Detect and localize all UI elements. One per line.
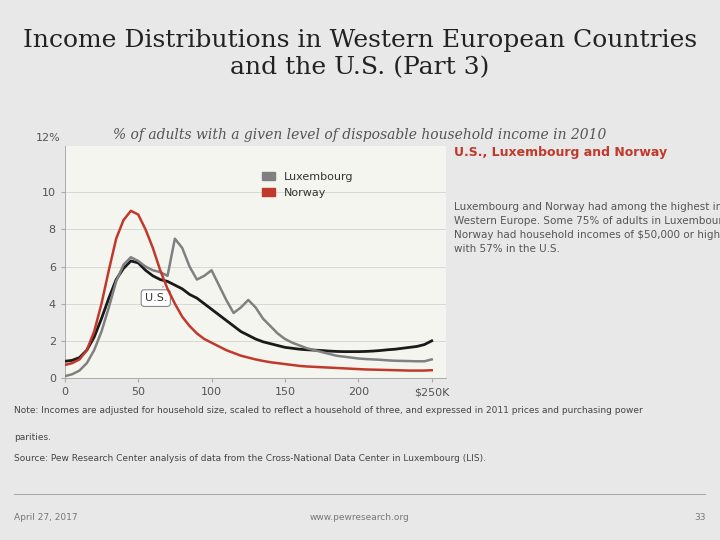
Text: U.S.: U.S. [145,287,167,303]
Text: parities.: parities. [14,433,51,442]
Text: Note: Incomes are adjusted for household size, scaled to reflect a household of : Note: Incomes are adjusted for household… [14,406,643,415]
Text: 12%: 12% [36,133,61,144]
Text: Source: Pew Research Center analysis of data from the Cross-National Data Center: Source: Pew Research Center analysis of … [14,454,487,463]
Text: April 27, 2017: April 27, 2017 [14,513,78,522]
Text: 33: 33 [694,513,706,522]
Text: Luxembourg and Norway had among the highest incomes in
Western Europe. Some 75% : Luxembourg and Norway had among the high… [454,201,720,253]
Text: % of adults with a given level of disposable household income in 2010: % of adults with a given level of dispos… [113,129,607,143]
Text: Income Distributions in Western European Countries
and the U.S. (Part 3): Income Distributions in Western European… [23,29,697,79]
Text: U.S., Luxembourg and Norway: U.S., Luxembourg and Norway [454,146,667,159]
Text: www.pewresearch.org: www.pewresearch.org [310,513,410,522]
Legend: Luxembourg, Norway: Luxembourg, Norway [258,167,358,202]
